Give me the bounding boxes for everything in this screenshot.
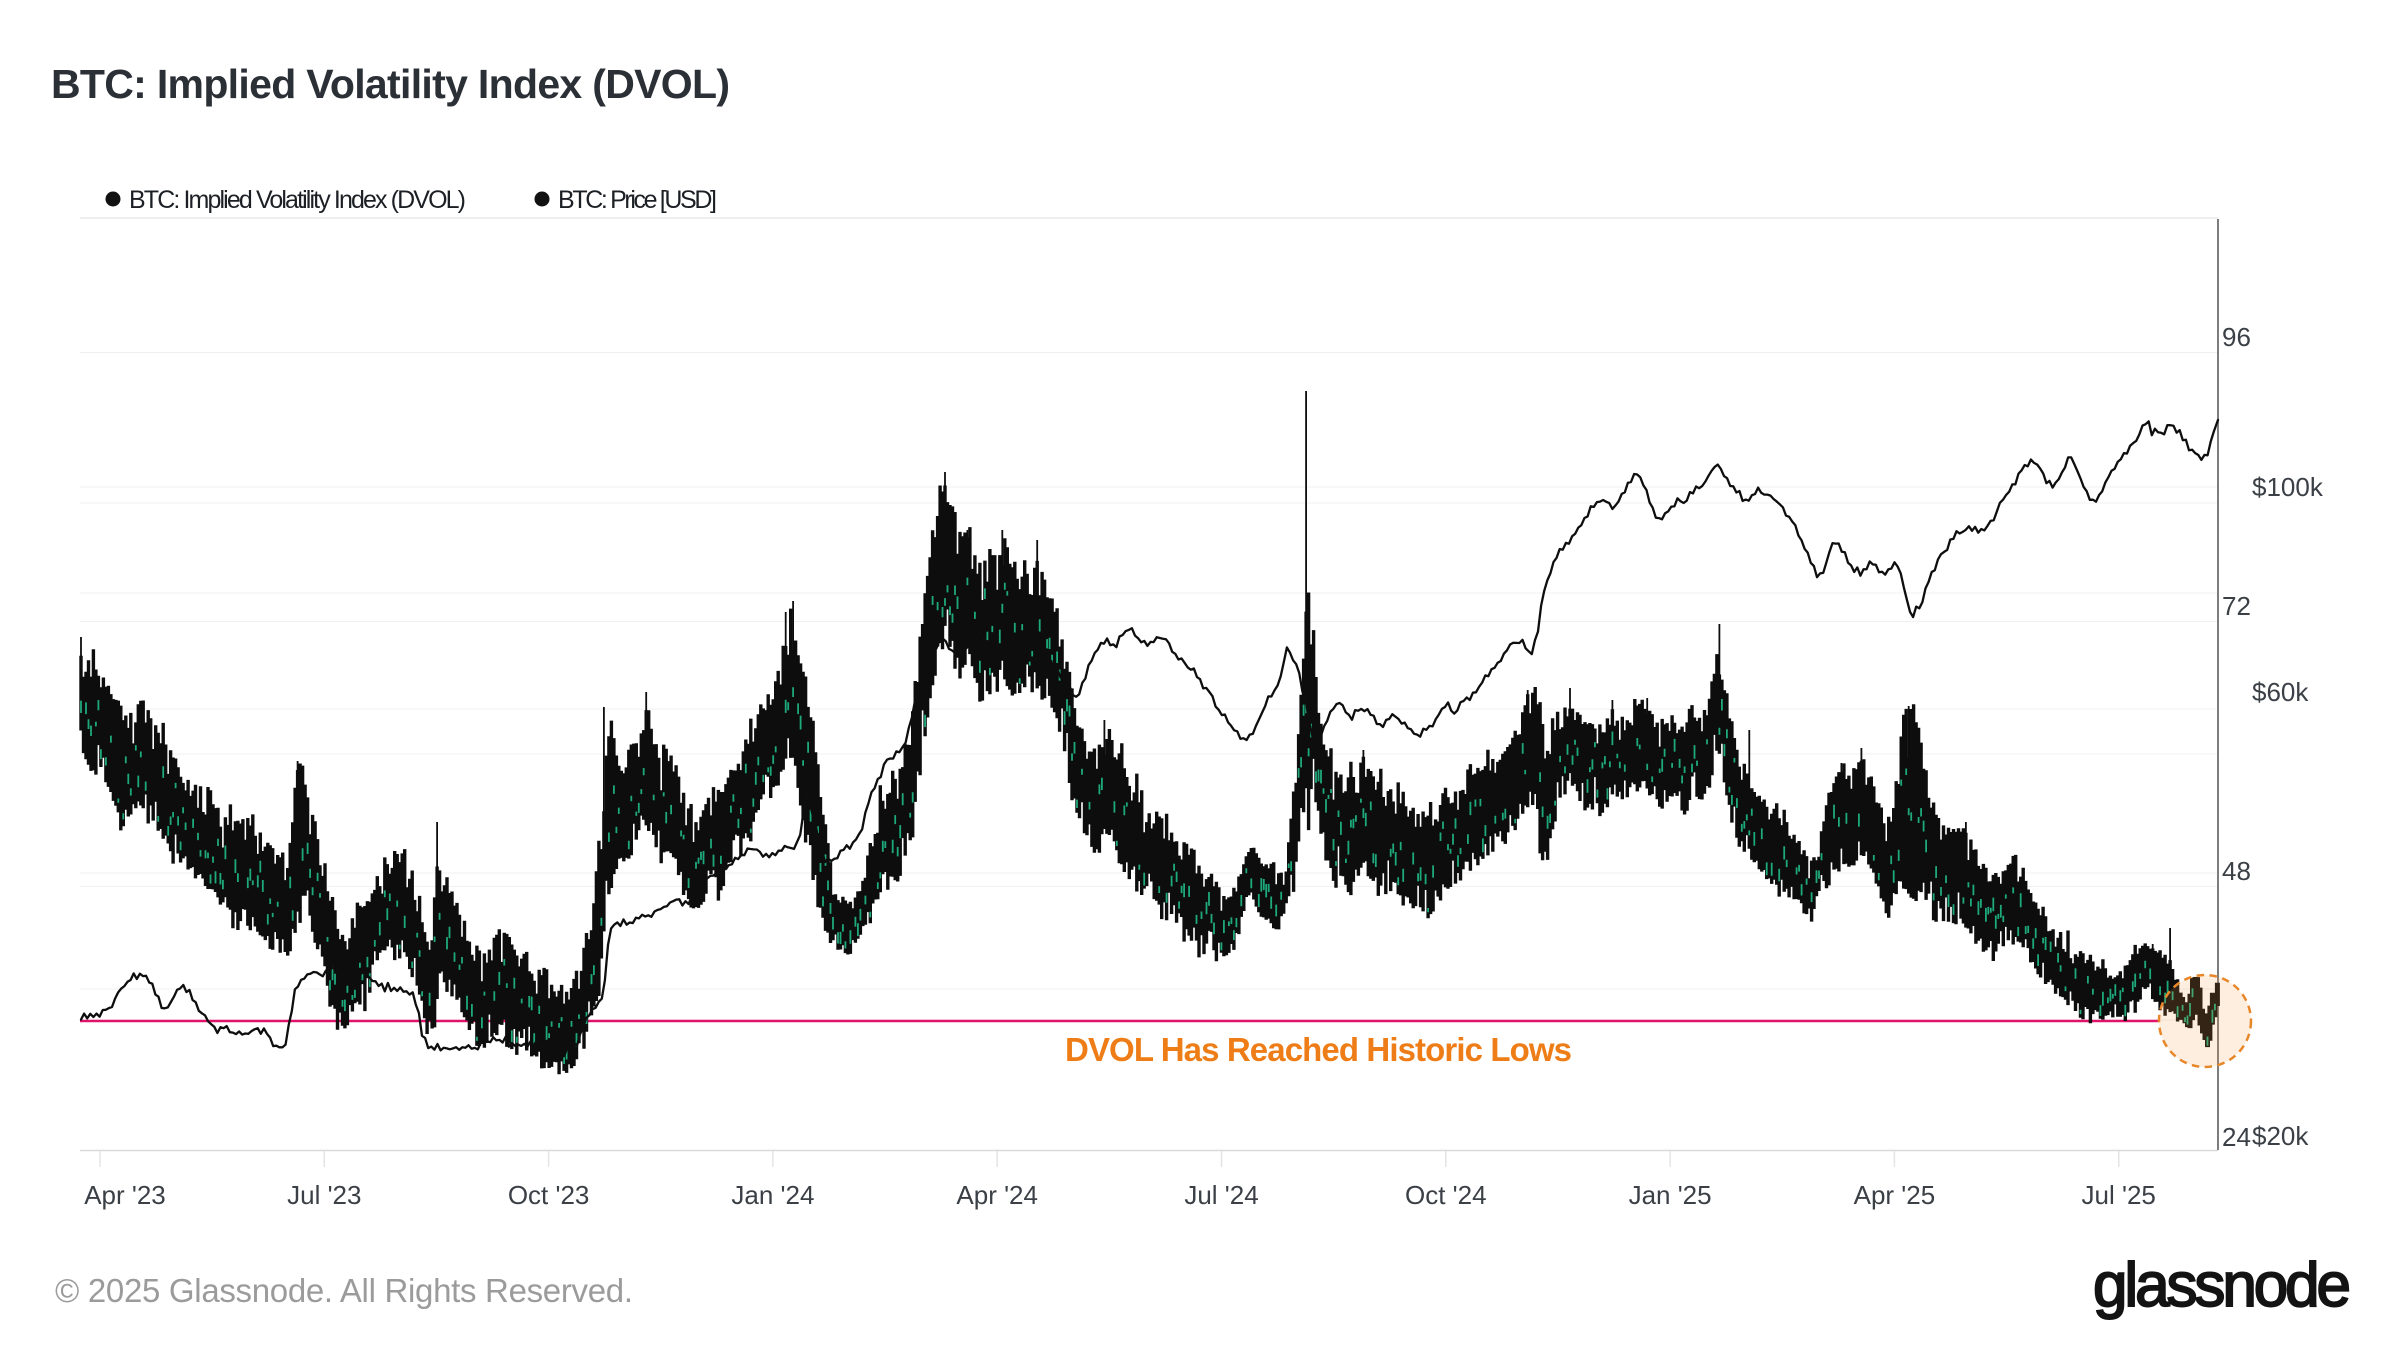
svg-text:Jul '23: Jul '23 bbox=[287, 1180, 361, 1210]
svg-text:$20k: $20k bbox=[2252, 1121, 2309, 1151]
svg-text:BTC: Price [USD]: BTC: Price [USD] bbox=[558, 186, 717, 214]
svg-text:24: 24 bbox=[2222, 1122, 2251, 1152]
svg-text:BTC: Implied Volatility Index: BTC: Implied Volatility Index (DVOL) bbox=[129, 186, 466, 214]
svg-text:Apr '23: Apr '23 bbox=[84, 1180, 166, 1210]
svg-text:© 2025 Glassnode. All Rights R: © 2025 Glassnode. All Rights Reserved. bbox=[55, 1272, 633, 1309]
svg-text:Apr '25: Apr '25 bbox=[1854, 1180, 1936, 1210]
svg-text:Jul '24: Jul '24 bbox=[1184, 1180, 1258, 1210]
svg-text:$60k: $60k bbox=[2252, 677, 2309, 707]
svg-text:Apr '24: Apr '24 bbox=[956, 1180, 1038, 1210]
svg-text:96: 96 bbox=[2222, 322, 2251, 352]
svg-text:Jan '25: Jan '25 bbox=[1629, 1180, 1712, 1210]
svg-text:Jul '25: Jul '25 bbox=[2082, 1180, 2156, 1210]
svg-text:72: 72 bbox=[2222, 591, 2251, 621]
svg-text:Jan '24: Jan '24 bbox=[731, 1180, 814, 1210]
svg-text:glassnode: glassnode bbox=[2093, 1251, 2350, 1320]
svg-text:Oct '24: Oct '24 bbox=[1405, 1180, 1487, 1210]
svg-text:DVOL Has Reached Historic Lows: DVOL Has Reached Historic Lows bbox=[1065, 1031, 1572, 1068]
svg-text:BTC: Implied Volatility Index: BTC: Implied Volatility Index (DVOL) bbox=[51, 61, 730, 107]
svg-text:$100k: $100k bbox=[2252, 472, 2324, 502]
svg-text:48: 48 bbox=[2222, 856, 2251, 886]
svg-text:Oct '23: Oct '23 bbox=[508, 1180, 590, 1210]
